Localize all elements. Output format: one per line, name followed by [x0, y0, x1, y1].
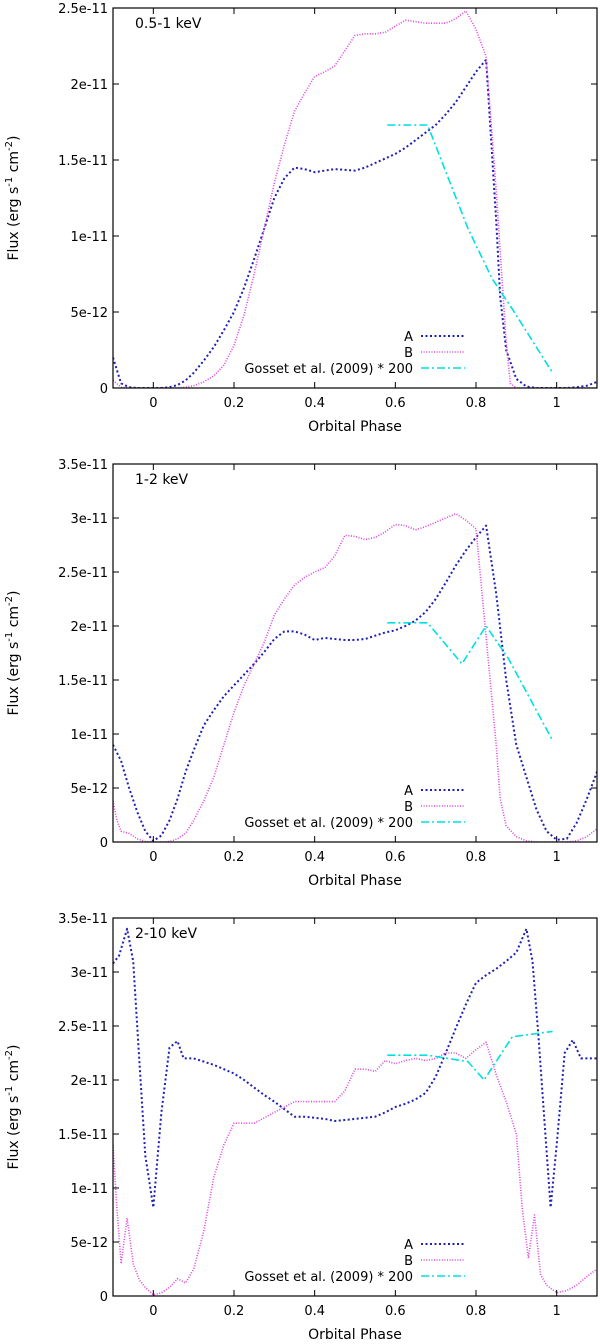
x-tick-label: 1: [553, 850, 561, 865]
panel-title: 0.5-1 keV: [135, 16, 202, 32]
y-tick-label: 5e-12: [70, 1236, 108, 1251]
y-axis-label-part: ): [6, 135, 22, 140]
panel-title: 1-2 keV: [135, 472, 189, 488]
y-axis-label-part: cm: [6, 606, 22, 632]
series-line-gosset: [387, 124, 554, 374]
y-tick-label: 3.5e-11: [58, 458, 108, 473]
y-tick-label: 0: [100, 836, 108, 851]
y-tick-label: 0: [100, 1290, 108, 1305]
y-tick-label: 0: [100, 382, 108, 397]
x-axis-label: Orbital Phase: [308, 873, 402, 889]
x-axis-label: Orbital Phase: [308, 419, 402, 435]
y-axis-label-part: cm: [6, 1060, 22, 1086]
y-axis-label-superscript: -2: [4, 141, 15, 151]
x-tick-label: 1: [553, 396, 561, 411]
legend-label: Gosset et al. (2009) * 200: [244, 816, 413, 831]
series-line-a: [113, 524, 597, 842]
y-axis-label: Flux (erg s-1 cm-2): [4, 135, 22, 260]
y-axis-label: Flux (erg s-1 cm-2): [4, 590, 22, 715]
x-tick-label: 0.8: [466, 396, 487, 411]
chart-panel-1: 0 0.2 0.4 0.6 0.8 1 0 5e-12 1e-11 1.5e-11 2e-11 2.5…: [4, 2, 598, 435]
legend-label: B: [404, 346, 413, 361]
plot-frame: [112, 463, 598, 843]
series-line-b: [113, 1041, 597, 1296]
y-tick-label: 2e-11: [70, 1074, 108, 1089]
legend-label: B: [404, 1254, 413, 1269]
y-axis-label-superscript: -1: [4, 1086, 15, 1096]
x-tick-label: 0.8: [466, 1304, 487, 1319]
y-tick-label: 1.5e-11: [58, 674, 108, 689]
chart-panel-2: 0 0.2 0.4 0.6 0.8 1 0 5e-12 1e-11 1.5e-11 2e-11 2.5…: [4, 458, 598, 889]
panel-title: 2-10 keV: [135, 926, 197, 942]
x-tick-label: 0.6: [385, 396, 406, 411]
y-axis-label-part: ): [6, 1044, 22, 1049]
y-axis-label-part: Flux (erg s: [6, 187, 22, 261]
y-axis-label-part: ): [6, 590, 22, 595]
y-tick-label: 3e-11: [70, 512, 108, 527]
x-tick-label: 0.4: [304, 1304, 325, 1319]
y-tick-label: 1e-11: [70, 230, 108, 245]
x-tick-label: 0: [149, 1304, 157, 1319]
x-tick-label: 1: [553, 1304, 561, 1319]
y-axis-label-part: cm: [6, 151, 22, 177]
y-axis-label-part: Flux (erg s: [6, 642, 22, 716]
y-tick-label: 1e-11: [70, 1182, 108, 1197]
y-axis-label-superscript: -1: [4, 632, 15, 642]
x-tick-label: 0.8: [466, 850, 487, 865]
y-axis-label-superscript: -1: [4, 177, 15, 187]
x-tick-label: 0.6: [385, 850, 406, 865]
series-line-b: [113, 512, 597, 842]
y-axis-label-part: Flux (erg s: [6, 1096, 22, 1170]
legend-label: Gosset et al. (2009) * 200: [244, 362, 413, 377]
series-line-gosset: [387, 1030, 553, 1081]
legend-label: B: [404, 800, 413, 815]
legend-label: A: [404, 330, 413, 345]
chart-panel-3: 0 0.2 0.4 0.6 0.8 1 0 5e-12 1e-11 1.5e-11 2e-11 2.5…: [4, 912, 598, 1343]
y-tick-label: 2.5e-11: [58, 1020, 108, 1035]
x-tick-label: 0.6: [385, 1304, 406, 1319]
x-tick-label: 0.4: [304, 396, 325, 411]
x-tick-label: 0.4: [304, 850, 325, 865]
y-tick-label: 2e-11: [70, 78, 108, 93]
y-tick-label: 2.5e-11: [58, 2, 108, 17]
x-tick-label: 0.2: [224, 396, 245, 411]
y-tick-label: 5e-12: [70, 306, 108, 321]
y-tick-label: 1.5e-11: [58, 154, 108, 169]
y-tick-label: 1e-11: [70, 728, 108, 743]
x-tick-label: 0: [149, 850, 157, 865]
series-line-gosset: [387, 621, 554, 741]
series-line-a: [113, 927, 597, 1209]
y-axis-label-superscript: -2: [4, 1050, 15, 1060]
y-tick-label: 5e-12: [70, 782, 108, 797]
y-axis-label: Flux (erg s-1 cm-2): [4, 1044, 22, 1169]
y-tick-label: 2e-11: [70, 620, 108, 635]
legend-label: A: [404, 1238, 413, 1253]
x-tick-label: 0: [149, 396, 157, 411]
plot-frame: [112, 7, 598, 389]
x-tick-label: 0.2: [224, 850, 245, 865]
series-line-b: [113, 10, 597, 388]
x-tick-label: 0.2: [224, 1304, 245, 1319]
y-axis-label-superscript: -2: [4, 596, 15, 606]
y-tick-label: 3e-11: [70, 966, 108, 981]
y-tick-label: 1.5e-11: [58, 1128, 108, 1143]
legend-label: Gosset et al. (2009) * 200: [244, 1270, 413, 1285]
y-tick-label: 3.5e-11: [58, 912, 108, 927]
x-axis-label: Orbital Phase: [308, 1327, 402, 1343]
plot-frame: [112, 917, 598, 1297]
y-tick-label: 2.5e-11: [58, 566, 108, 581]
legend-label: A: [404, 784, 413, 799]
series-line-a: [113, 58, 597, 388]
